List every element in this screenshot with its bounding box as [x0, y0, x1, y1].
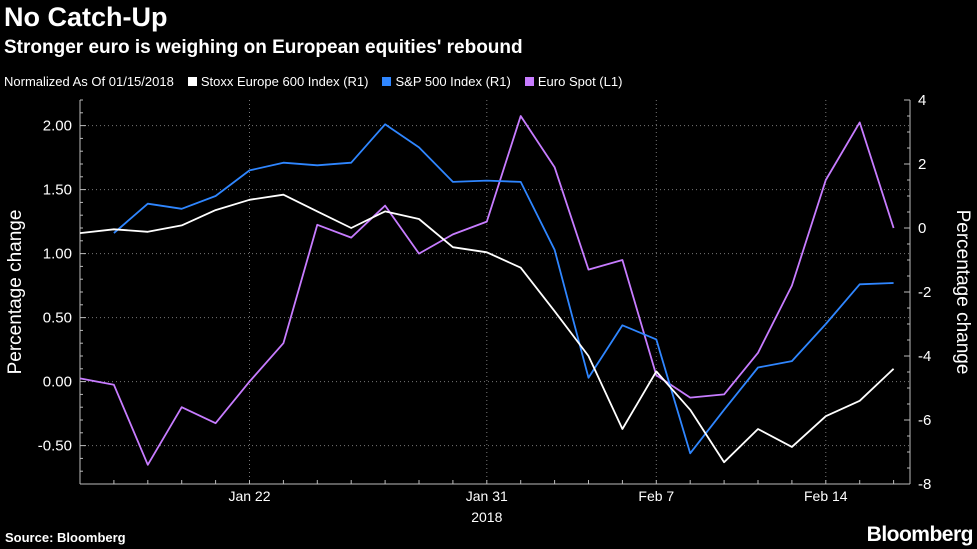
right-tick-label: -2: [918, 284, 931, 301]
left-tick-label: 0.50: [43, 310, 72, 327]
legend-swatch-stoxx: [187, 77, 197, 86]
right-tick-label: -4: [918, 348, 931, 365]
legend-label-euro: Euro Spot (L1): [537, 74, 623, 89]
legend-item-euro: Euro Spot (L1): [524, 74, 623, 89]
legend-normalized-note: Normalized As Of 01/15/2018: [4, 74, 174, 89]
x-tick-label: Jan 22: [228, 488, 270, 504]
legend-label-sp500: S&P 500 Index (R1): [395, 74, 511, 89]
series-line-stoxx: [79, 193, 895, 464]
left-axis-title: Percentage change: [5, 210, 26, 375]
left-tick-label: 1.50: [43, 182, 72, 199]
legend-item-stoxx: Stoxx Europe 600 Index (R1): [187, 74, 369, 89]
legend-swatch-sp500: [382, 77, 392, 86]
legend-item-sp500: S&P 500 Index (R1): [382, 74, 511, 89]
legend-label-stoxx: Stoxx Europe 600 Index (R1): [200, 74, 369, 89]
right-tick-label: 2: [918, 156, 926, 173]
source-note: Source: Bloomberg: [5, 530, 126, 545]
series-line-sp500: [113, 123, 894, 455]
right-tick-label: -6: [918, 412, 931, 429]
right-tick-label: 4: [918, 92, 926, 109]
chart-subtitle: Stronger euro is weighing on European eq…: [4, 37, 523, 58]
right-tick-label: -8: [918, 476, 931, 493]
left-tick-label: -0.50: [38, 438, 72, 455]
left-tick-label: 2.00: [43, 118, 72, 135]
right-axis-title: Percentage change: [952, 210, 973, 375]
legend-swatch-euro: [524, 77, 534, 86]
left-tick-label: 0.00: [43, 374, 72, 391]
legend: Normalized As Of 01/15/2018 Stoxx Europe…: [4, 74, 636, 89]
left-tick-label: 1.00: [43, 246, 72, 263]
x-tick-label: Feb 14: [804, 488, 848, 504]
x-tick-label: Feb 7: [638, 488, 674, 504]
chart-title: No Catch-Up: [4, 2, 168, 32]
right-tick-label: 0: [918, 220, 926, 237]
series-line-euro: [79, 115, 895, 466]
bloomberg-logo: Bloomberg: [866, 523, 974, 546]
x-year-label: 2018: [471, 509, 502, 525]
x-tick-label: Jan 31: [466, 488, 508, 504]
